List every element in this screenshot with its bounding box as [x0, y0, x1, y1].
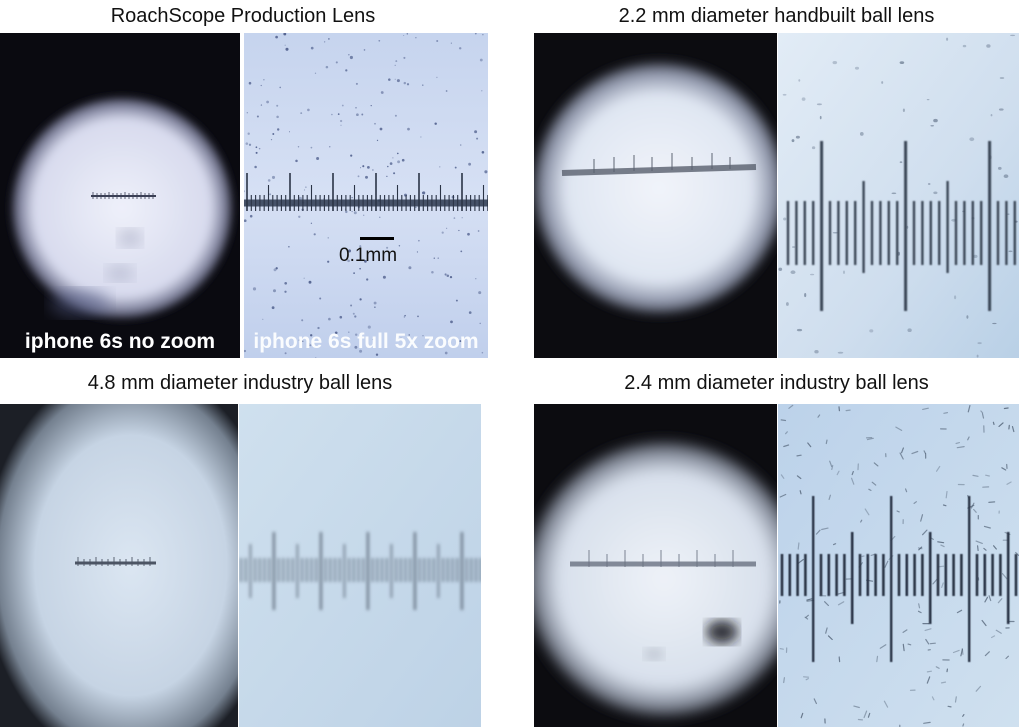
roachscope-wide-photo: iphone 6s no zoom [0, 33, 240, 358]
industry-24-zoom-photo [778, 404, 1019, 727]
industry-24-zoom-image [778, 404, 1019, 727]
roachscope-zoom-label: iphone 6s full 5x zoom [253, 330, 479, 353]
roachscope-zoom-image [244, 33, 488, 358]
roachscope-zoom-photo: 0.1mm iphone 6s full 5x zoom [244, 33, 488, 358]
roachscope-wide-image [0, 33, 240, 358]
handbuilt-wide-image [534, 33, 777, 358]
industry-48-wide-image [0, 404, 238, 727]
industry-48-zoom-image [239, 404, 481, 727]
industry-24-wide-photo [534, 404, 777, 727]
handbuilt-zoom-photo [778, 33, 1019, 358]
scale-bar [360, 237, 394, 240]
handbuilt-zoom-image [778, 33, 1019, 358]
industry-24-wide-image [534, 404, 777, 727]
panel-title-24mm: 2.4 mm diameter industry ball lens [624, 372, 929, 394]
handbuilt-wide-photo [534, 33, 777, 358]
panel-title-48mm: 4.8 mm diameter industry ball lens [87, 372, 393, 394]
scale-bar-label: 0.1mm [339, 245, 398, 266]
industry-48-zoom-photo [239, 404, 481, 727]
roachscope-wide-label: iphone 6s no zoom [24, 330, 216, 353]
panel-title-handbuilt: 2.2 mm diameter handbuilt ball lens [618, 5, 935, 27]
industry-48-wide-photo [0, 404, 238, 727]
panel-title-roachscope: RoachScope Production Lens [110, 5, 376, 27]
